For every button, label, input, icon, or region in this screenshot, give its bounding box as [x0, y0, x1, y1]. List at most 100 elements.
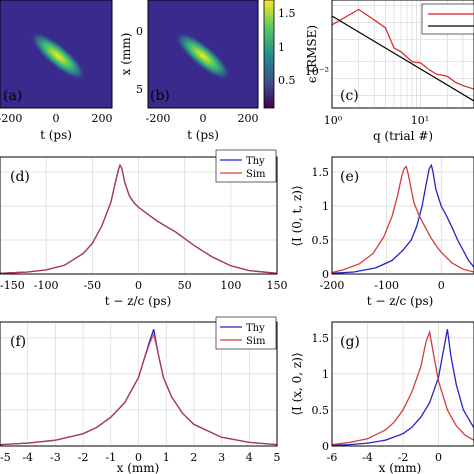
panel-e-yticks: 0 0.5 1 1.5: [312, 166, 330, 281]
panel-c-convergence-line: [331, 8, 474, 90]
panel-g-xtick-4: 0: [435, 451, 442, 464]
panel-c: (c) 10⁻² ϵ (RMSE) 10⁰ 10¹ q (trial #): [305, 0, 474, 143]
panel-g-thy-line: [331, 329, 474, 446]
panel-d-legend-sim-label: Sim: [246, 169, 266, 180]
panel-f-legend-thy-label: Thy: [246, 323, 265, 334]
panel-a-xtick-3: 200: [92, 112, 113, 125]
panel-b-label: (b): [150, 88, 170, 104]
panel-b-xlabel: t (ps): [187, 128, 219, 142]
panel-d-sim-line: [0, 163, 278, 274]
colorbar-tick-2: 1: [278, 41, 285, 54]
panel-e-xtick-1: -200: [320, 279, 345, 292]
panel-e-ytick-4: 1.5: [312, 166, 330, 179]
panel-d: Thy Sim (d) -150 -100 -50 0 50 100 150 t − z/c…: [0, 149, 288, 308]
panel-c-legend: [421, 3, 474, 35]
panel-f-frame: [0, 321, 278, 447]
panel-d-xtick-1: -150: [0, 279, 25, 292]
panel-d-xtick-6: 100: [220, 279, 241, 292]
panel-d-legend-box: [215, 149, 277, 183]
panel-b-ytick-1: 0: [136, 25, 143, 38]
panel-e-xtick-3: 0: [438, 279, 445, 292]
panel-g-xtick-1: -6: [327, 451, 338, 464]
panel-a-label: (a): [3, 88, 22, 104]
panel-g-ytick-3: 1: [322, 368, 329, 381]
panel-b: (b) 0 5 x (mm) -200 0 200 t (ps): [119, 0, 259, 142]
panel-g-ytick-4: 1.5: [312, 332, 330, 345]
panel-f-xtick-1: -5: [0, 451, 11, 464]
panel-c-frame: [331, 0, 474, 109]
panel-g-sim-line: [331, 329, 474, 446]
colorbar-tick-1: 1.5: [278, 7, 296, 20]
panel-f-xtick-9: 3: [218, 451, 225, 464]
panel-f-legend-sim-label: Sim: [246, 336, 266, 347]
panel-g-xticks: -6 -4 -2 0: [327, 451, 442, 464]
panel-c-xtick-2: 10¹: [411, 114, 429, 127]
panel-e-frame: [331, 156, 474, 275]
heatmap-a-peak: [29, 31, 87, 81]
panel-e-thy-line: [331, 163, 474, 274]
panel-f-xtick-3: -3: [50, 451, 61, 464]
panel-d-legend-thy-label: Thy: [246, 156, 265, 167]
panel-f-xtick-5: -1: [105, 451, 116, 464]
panel-a-xtick-2: 0: [53, 112, 60, 125]
heatmap-b-peak: [174, 31, 232, 81]
panel-e-sim-line: [331, 165, 474, 274]
panel-d-xtick-4: 0: [135, 279, 142, 292]
panel-e-xlabel: t − z/c (ps): [367, 294, 434, 308]
panel-g-xlabel: x (mm): [379, 461, 422, 474]
panel-f-label: (f): [10, 334, 26, 350]
panel-f-xlabel: x (mm): [117, 461, 160, 474]
panel-a-xtick-1: -200: [0, 112, 22, 125]
panel-b-ytick-2: 5: [136, 83, 143, 96]
heatmap-b-frame: [147, 0, 259, 109]
panel-e-ytick-1: 0: [322, 268, 329, 281]
panel-d-label: (d): [10, 169, 30, 185]
panel-e-xtick-2: -100: [374, 279, 399, 292]
panel-c-fit-line: [331, 15, 474, 102]
panel-c-legend-box: [421, 3, 474, 35]
panel-f-legend: Thy Sim: [215, 316, 277, 350]
panel-f-xtick-4: -2: [78, 451, 89, 464]
panel-b-ylabel: x (mm): [119, 33, 133, 76]
panel-c-ylabel: ϵ (RMSE): [305, 25, 319, 83]
panel-d-xticks: -150 -100 -50 0 50 100 150: [0, 279, 288, 292]
heatmap-a-frame: [0, 0, 113, 109]
panel-e-ytick-2: 0.5: [312, 234, 330, 247]
panel-f-xtick-11: 5: [274, 451, 281, 464]
panel-c-grid: [332, 0, 474, 108]
panel-f-sim-line: [0, 332, 278, 446]
panel-f-xtick-7: 1: [163, 451, 170, 464]
panel-d-xtick-3: -50: [83, 279, 101, 292]
panel-f-xtick-2: -4: [22, 451, 33, 464]
panel-f: Thy Sim (f) -5 -4 -3 -2 -1 0 1 2 3 4 5 x (mm): [0, 316, 281, 474]
panel-d-frame: [0, 156, 278, 275]
panel-d-xtick-2: -100: [34, 279, 59, 292]
panel-g-yticks: 0 0.5 1 1.5: [312, 332, 330, 453]
panel-g-frame: [331, 321, 474, 447]
panel-g-ytick-2: 0.5: [312, 404, 330, 417]
panel-g-xtick-3: -2: [398, 451, 409, 464]
panel-f-xtick-8: 2: [190, 451, 197, 464]
panel-c-ytick-1: 10⁻²: [305, 65, 329, 78]
panel-f-xtick-6: 0: [135, 451, 142, 464]
panel-c-xtick-1: 10⁰: [324, 114, 343, 127]
panel-e-ylabel: ⟨I (0, t, z)⟩: [290, 185, 304, 246]
colorbar: 1.5 1 0.5: [263, 0, 296, 109]
panel-g: (g) 0 0.5 1 1.5 ⟨I (x, 0, z)⟩ -6 -4 -2 0 x (mm…: [290, 321, 474, 474]
panel-f-legend-box: [215, 316, 277, 350]
panel-a-xlabel: t (ps): [40, 128, 72, 142]
panel-g-xtick-2: -4: [362, 451, 373, 464]
panel-g-ylabel: ⟨I (x, 0, z)⟩: [290, 352, 304, 415]
panel-b-xtick-2: 0: [200, 112, 207, 125]
panel-d-legend: Thy Sim: [215, 149, 277, 183]
panel-b-xtick-1: -200: [146, 112, 171, 125]
panel-f-xtick-10: 4: [246, 451, 253, 464]
panel-a: (a) -200 0 200 t (ps): [0, 0, 113, 142]
panel-g-ytick-1: 0: [322, 440, 329, 453]
colorbar-tick-3: 0.5: [278, 74, 296, 87]
panel-c-xlabel: q (trial #): [373, 129, 433, 143]
panel-f-xticks: -5 -4 -3 -2 -1 0 1 2 3 4 5: [0, 451, 281, 464]
panel-d-xtick-5: 50: [178, 279, 192, 292]
colorbar-gradient: [263, 0, 275, 109]
